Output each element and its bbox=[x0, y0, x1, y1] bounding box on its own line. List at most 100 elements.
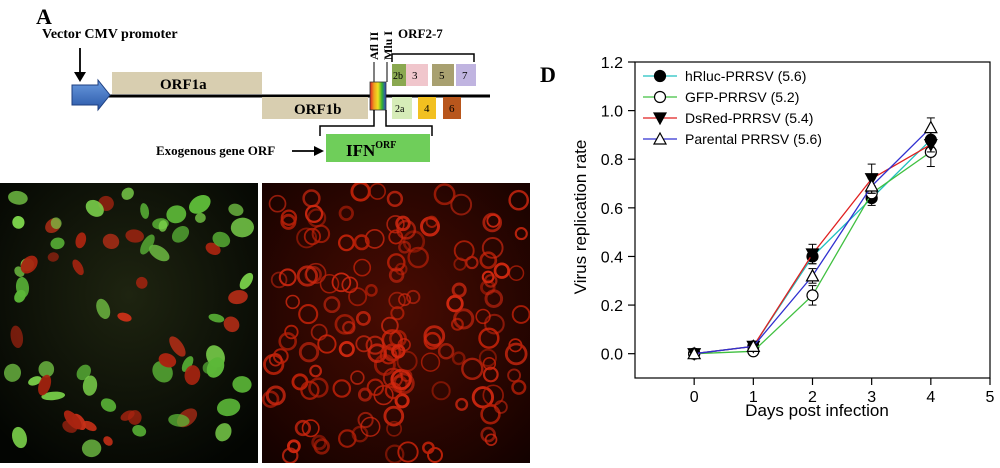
red-cell bbox=[406, 289, 421, 305]
green-cell bbox=[206, 357, 225, 378]
green-cell bbox=[140, 234, 155, 255]
red-cell bbox=[284, 324, 299, 340]
green-cell bbox=[181, 356, 194, 372]
green-cell bbox=[100, 398, 117, 412]
green-cell bbox=[81, 439, 102, 458]
orf1b-box bbox=[262, 97, 368, 119]
data-point bbox=[652, 112, 668, 126]
panel-label-d: D bbox=[540, 62, 556, 87]
green-cell bbox=[232, 376, 252, 393]
orf2a-label: 2a bbox=[395, 104, 405, 115]
red-cell bbox=[332, 379, 352, 398]
red-cell bbox=[265, 385, 286, 406]
red-cell bbox=[310, 323, 328, 341]
red-cell bbox=[353, 234, 370, 251]
red-cell bbox=[451, 282, 467, 298]
orf4-box bbox=[418, 97, 436, 119]
red-cell bbox=[319, 274, 340, 294]
data-point bbox=[653, 69, 667, 83]
legend-label: GFP-PRRSV (5.2) bbox=[685, 89, 799, 105]
y-tick-label: 1.2 bbox=[601, 55, 623, 72]
data-point bbox=[805, 268, 820, 282]
promoter-pointer-arrow bbox=[74, 48, 86, 82]
micrograph-b bbox=[0, 183, 258, 463]
red-cell bbox=[381, 316, 399, 335]
red-cell bbox=[268, 194, 287, 213]
cmv-promoter-arrow bbox=[71, 78, 111, 112]
green-cell bbox=[3, 363, 22, 382]
orf2b-box bbox=[392, 64, 406, 86]
panel-label-a: A bbox=[36, 4, 52, 29]
red-cell bbox=[308, 377, 329, 398]
micrograph-c bbox=[262, 183, 530, 463]
red-cell bbox=[478, 327, 500, 349]
orf3-box bbox=[406, 64, 428, 86]
red-cell bbox=[387, 253, 406, 272]
red-cell bbox=[355, 310, 371, 326]
red-cell bbox=[278, 332, 298, 351]
red-cell bbox=[286, 439, 301, 454]
red-cell bbox=[471, 386, 495, 409]
red-cell bbox=[455, 397, 469, 411]
green-cell bbox=[8, 190, 28, 205]
legend-label: hRluc-PRRSV (5.6) bbox=[685, 68, 806, 84]
data-point bbox=[806, 289, 819, 302]
red-cell bbox=[357, 411, 374, 429]
green-cell bbox=[148, 244, 170, 262]
red-cell bbox=[360, 416, 381, 437]
red-cell bbox=[514, 227, 528, 241]
red-cell bbox=[482, 384, 504, 406]
ifn-orf-box bbox=[326, 134, 430, 162]
y-tick-label: 0.2 bbox=[601, 298, 623, 315]
red-cell bbox=[262, 390, 280, 408]
red-cell bbox=[388, 267, 405, 283]
green-cell bbox=[171, 225, 190, 243]
red-cell bbox=[301, 419, 320, 438]
legend-label: Parental PRRSV (5.6) bbox=[685, 131, 822, 147]
green-cell bbox=[239, 272, 254, 290]
green-cell bbox=[50, 217, 62, 229]
y-tick-label: 0.8 bbox=[601, 152, 623, 169]
green-cell bbox=[38, 361, 55, 378]
green-cell bbox=[85, 199, 104, 217]
red-cell bbox=[82, 420, 97, 432]
green-cell bbox=[212, 231, 231, 248]
red-cell bbox=[285, 294, 300, 310]
orf5-label: 5 bbox=[439, 70, 445, 82]
red-cell bbox=[479, 251, 498, 270]
red-cell bbox=[420, 216, 440, 237]
red-cell bbox=[461, 357, 484, 381]
red-cell bbox=[397, 338, 411, 352]
red-cell bbox=[158, 353, 177, 368]
red-cell bbox=[420, 352, 441, 372]
red-cell bbox=[205, 242, 221, 256]
exogenous-gene-label: Exogenous gene ORF bbox=[156, 143, 275, 158]
red-cell bbox=[425, 215, 438, 228]
red-cell bbox=[493, 262, 510, 279]
data-point bbox=[687, 346, 702, 360]
red-cell bbox=[348, 287, 368, 307]
y-tick-label: 1.0 bbox=[601, 104, 623, 121]
red-cell bbox=[366, 378, 385, 397]
red-cell bbox=[511, 379, 527, 395]
green-cell bbox=[168, 414, 190, 427]
red-cell bbox=[484, 313, 505, 335]
orf3-label: 3 bbox=[412, 70, 418, 82]
red-cell bbox=[278, 268, 297, 287]
green-cell bbox=[12, 426, 27, 449]
red-cell bbox=[342, 320, 356, 335]
insertion-cassette bbox=[369, 81, 387, 111]
red-cell bbox=[102, 233, 120, 249]
red-cell bbox=[367, 343, 387, 364]
red-cell bbox=[309, 364, 322, 378]
red-cell bbox=[296, 265, 319, 287]
exogenous-pointer-arrow bbox=[292, 146, 324, 156]
red-cell bbox=[437, 343, 455, 360]
green-cell bbox=[216, 398, 241, 417]
x-tick-label: 2 bbox=[808, 389, 817, 406]
chart-svg: 0.0 0.2 0.4 0.6 0.8 1.0 1.2 0 1 2 3 4 5 hRluc-PRRSV … bbox=[571, 55, 995, 420]
red-cell bbox=[350, 370, 365, 385]
red-cell bbox=[355, 335, 373, 353]
red-cell bbox=[280, 213, 297, 230]
red-cell bbox=[270, 271, 288, 289]
